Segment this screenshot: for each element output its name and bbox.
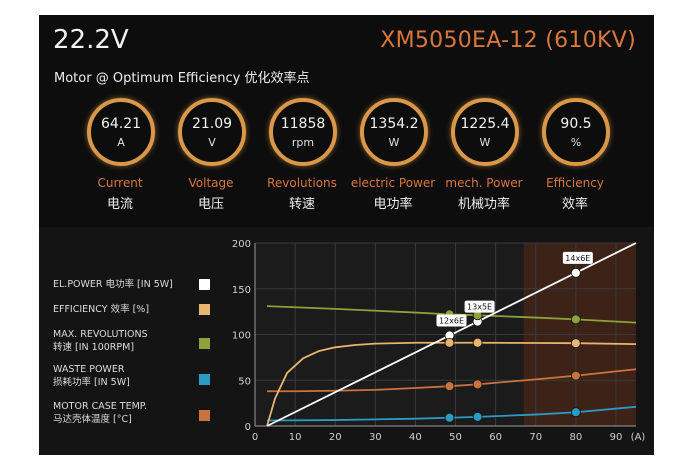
legend-swatch: [199, 304, 210, 315]
gauge-unit: A: [117, 136, 125, 149]
gauge-revolutions: 11858 rpm Revolutions 转速: [257, 98, 347, 228]
legend-swatch: [199, 374, 210, 385]
legend-line1: EFFICIENCY 效率 [%]: [53, 304, 150, 315]
legend-line1: MAX. REVOLUTIONS: [53, 329, 148, 340]
gauge-unit: W: [388, 136, 400, 149]
series-line-motor-case-temp-: [267, 368, 637, 393]
performance-chart: 0 10 20 30 40 50 60 70 80 90050100150200(A)12x6E1…: [232, 239, 646, 443]
legend-line2: 马达壳体温度 [°C]: [53, 414, 132, 425]
x-tick-label: 60: [489, 432, 502, 443]
data-point: [472, 337, 483, 348]
legend-swatch: [199, 279, 210, 290]
prop-label: 13x5E: [467, 303, 492, 312]
gauge-label-cn: 效率: [561, 197, 588, 212]
gauge-label-cn: 转速: [288, 197, 315, 212]
series-line-efficiency: [266, 341, 637, 427]
gauge-ring: 64.21 A: [87, 98, 155, 166]
legend-swatch: [199, 410, 210, 421]
legend-label-revolutions: MAX. REVOLUTIONS 转速 [IN 100RPM]: [53, 328, 148, 354]
data-point: [570, 407, 581, 418]
y-tick-label: 150: [232, 285, 251, 296]
gauge-label-cn: 电压: [197, 197, 224, 212]
prop-label-box: [464, 300, 495, 313]
x-unit-label: (A): [631, 432, 646, 443]
gauge-ring: 90.5 %: [542, 98, 610, 166]
gauge-ring: 1225.4 W: [451, 98, 519, 166]
data-point: [472, 379, 483, 390]
header-section: 22.2V XM5050EA-12 (610KV) Motor @ Optimu…: [39, 15, 654, 227]
legend-line1: WASTE POWER: [53, 364, 125, 375]
gauge-label: electric Power: [350, 176, 436, 190]
legend-line1: MOTOR CASE TEMP.: [53, 401, 148, 412]
gauge-ring: 21.09 V: [178, 98, 246, 166]
data-point: [444, 381, 455, 392]
data-point: [570, 338, 581, 349]
x-tick-label: 40: [409, 432, 422, 443]
data-point: [444, 412, 455, 423]
x-tick-label: 70: [529, 432, 542, 443]
gauge-label: Efficiency: [546, 176, 604, 190]
data-point: [570, 370, 581, 381]
gauge-unit: rpm: [291, 136, 315, 149]
gauge-ring: 1354.2 W: [360, 98, 428, 166]
legend-swatch: [199, 338, 210, 349]
gauge-ring: 11858 rpm: [269, 98, 337, 166]
gauge-label: Revolutions: [267, 176, 337, 190]
y-tick-label: 0: [245, 422, 251, 433]
legend-label-el-power: EL.POWER 电功率 [IN 5W]: [53, 278, 173, 291]
data-point: [444, 337, 455, 348]
x-tick-label: 30: [369, 432, 382, 443]
voltage-title: 22.2V: [53, 25, 129, 55]
legend-line2: 转速 [IN 100RPM]: [53, 342, 135, 353]
data-point: [570, 267, 581, 278]
series-line-waste-power: [267, 405, 637, 422]
y-tick-label: 50: [238, 376, 251, 387]
gauge-mech-power: 1225.4 W mech. Power 机械功率: [439, 98, 529, 228]
data-point: [472, 411, 483, 422]
prop-label: 14x6E: [565, 254, 590, 263]
x-tick-label: 50: [449, 432, 462, 443]
gauge-value: 1225.4: [460, 116, 510, 132]
x-tick-label: 0: [252, 432, 258, 443]
motor-data-panel: 22.2V XM5050EA-12 (610KV) Motor @ Optimu…: [39, 15, 654, 455]
gauge-voltage: 21.09 V Voltage 电压: [166, 98, 256, 228]
x-tick-label: 10: [289, 432, 302, 443]
prop-label-box: [436, 314, 467, 327]
data-point: [570, 314, 581, 325]
gauge-label: mech. Power: [445, 176, 523, 190]
gauge-label-cn: 电流: [106, 197, 133, 212]
y-tick-label: 100: [232, 331, 251, 342]
chart-legend: EL.POWER 电功率 [IN 5W] EFFICIENCY 效率 [%] M…: [39, 227, 254, 455]
legend-line2: 损耗功率 [IN 5W]: [53, 377, 130, 388]
gauge-electric-power: 1354.2 W electric Power 电功率: [348, 98, 438, 228]
gauge-value: 21.09: [191, 116, 233, 132]
gauge-value: 90.5: [560, 116, 592, 132]
y-tick-label: 200: [232, 239, 251, 250]
gauge-value: 64.21: [100, 116, 142, 132]
legend-label-waste-power: WASTE POWER 损耗功率 [IN 5W]: [53, 363, 130, 389]
legend-line1: EL.POWER 电功率 [IN 5W]: [53, 279, 173, 290]
prop-label-box: [562, 251, 593, 264]
gauge-label-cn: 机械功率: [457, 197, 510, 212]
gauge-efficiency: 90.5 % Efficiency 效率: [530, 98, 620, 228]
subtitle: Motor @ Optimum Efficiency 优化效率点: [54, 71, 310, 86]
prop-label: 12x6E: [439, 316, 464, 325]
x-tick-label: 20: [329, 432, 342, 443]
gauge-label: Current: [97, 176, 143, 190]
gauge-unit: V: [208, 136, 216, 149]
gauge-value: 1354.2: [369, 116, 419, 132]
gauge-unit: %: [570, 136, 582, 149]
gauge-label-cn: 电功率: [373, 197, 413, 212]
gauge-label: Voltage: [188, 176, 234, 190]
motor-model: XM5050EA-12 (610KV): [380, 28, 636, 53]
legend-label-case-temp: MOTOR CASE TEMP. 马达壳体温度 [°C]: [53, 400, 147, 426]
x-tick-label: 80: [569, 432, 582, 443]
gauge-unit: W: [479, 136, 491, 149]
gauge-value: 11858: [280, 116, 326, 132]
legend-label-efficiency: EFFICIENCY 效率 [%]: [53, 303, 149, 316]
x-tick-label: 90: [610, 432, 623, 443]
gauge-current: 64.21 A Current 电流: [75, 98, 165, 228]
